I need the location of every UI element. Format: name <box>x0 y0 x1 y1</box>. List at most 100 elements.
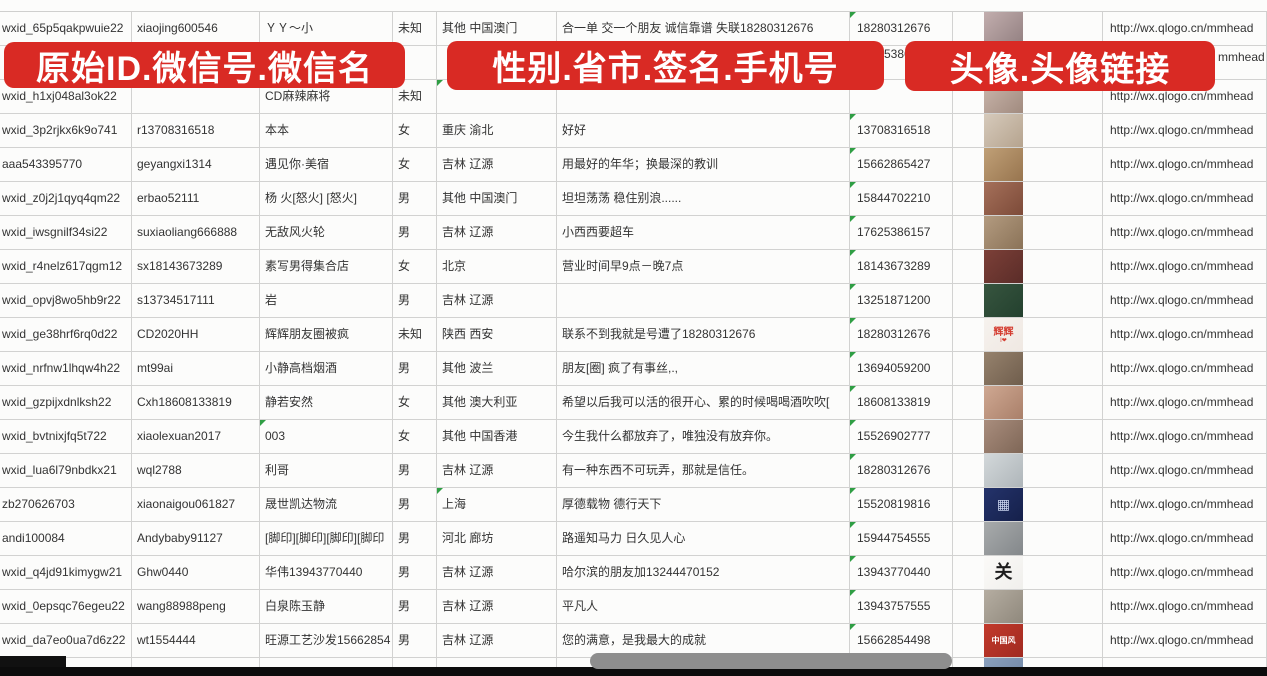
cell-signature[interactable]: 坦坦荡荡 稳住别浪...... <box>557 182 850 216</box>
cell-avatar[interactable] <box>953 216 1103 250</box>
cell-avatar[interactable] <box>953 386 1103 420</box>
cell-wxid[interactable]: aaa543395770 <box>0 148 132 182</box>
cell-url[interactable]: http://wx.qlogo.cn/mmhead <box>1103 216 1267 250</box>
scrollbar-handle[interactable] <box>590 653 952 669</box>
avatar-image[interactable] <box>984 182 1023 215</box>
cell-region[interactable]: 吉林 辽源 <box>437 590 557 624</box>
cell-id[interactable]: s13734517111 <box>132 284 260 318</box>
cell-signature[interactable]: 用最好的年华；换最深的教训 <box>557 148 850 182</box>
cell-wxid[interactable]: wxid_z0j2j1qyq4qm22 <box>0 182 132 216</box>
cell-gender[interactable]: 男 <box>393 522 437 556</box>
cell-region[interactable]: 其他 中国香港 <box>437 420 557 454</box>
cell-url[interactable]: http://wx.qlogo.cn/mmhead <box>1103 114 1267 148</box>
cell-phone[interactable]: 18280312676 <box>850 454 953 488</box>
cell-region[interactable]: 河北 廊坊 <box>437 522 557 556</box>
avatar-image[interactable] <box>984 522 1023 555</box>
cell-url[interactable]: http://wx.qlogo.cn/mmhead <box>1103 182 1267 216</box>
cell-region[interactable]: 其他 澳大利亚 <box>437 386 557 420</box>
cell-name[interactable]: 003 <box>260 420 393 454</box>
cell-url[interactable]: http://wx.qlogo.cn/mmhead <box>1103 250 1267 284</box>
cell-phone[interactable]: 13251871200 <box>850 284 953 318</box>
cell-id[interactable]: xiaolexuan2017 <box>132 420 260 454</box>
cell-avatar[interactable] <box>953 522 1103 556</box>
cell-phone[interactable]: 15662865427 <box>850 148 953 182</box>
cell-phone[interactable]: 13943770440 <box>850 556 953 590</box>
cell-id[interactable]: suxiaoliang666888 <box>132 216 260 250</box>
cell-name[interactable]: 本本 <box>260 114 393 148</box>
cell-gender[interactable]: 女 <box>393 250 437 284</box>
cell-avatar[interactable] <box>953 182 1103 216</box>
cell-signature[interactable]: 哈尔滨的朋友加13244470152 <box>557 556 850 590</box>
cell-region[interactable]: 北京 <box>437 250 557 284</box>
avatar-image[interactable]: 关 <box>984 556 1023 589</box>
cell-signature[interactable]: 路遥知马力 日久见人心 <box>557 522 850 556</box>
cell-wxid[interactable]: wxid_da7eo0ua7d6z22 <box>0 624 132 658</box>
cell-url[interactable]: http://wx.qlogo.cn/mmhead <box>1103 352 1267 386</box>
avatar-image[interactable] <box>984 148 1023 181</box>
cell-gender[interactable]: 男 <box>393 454 437 488</box>
cell-id[interactable]: xiaonaigou061827 <box>132 488 260 522</box>
cell-id[interactable]: Andybaby91127 <box>132 522 260 556</box>
cell-url[interactable]: http://wx.qlogo.cn/mmhead <box>1103 454 1267 488</box>
cell-wxid[interactable]: wxid_3p2rjkx6k9o741 <box>0 114 132 148</box>
cell-id[interactable]: r13708316518 <box>132 114 260 148</box>
cell-name[interactable]: 遇见你·美宿 <box>260 148 393 182</box>
cell-signature[interactable]: 朋友[圈] 疯了有事丝,., <box>557 352 850 386</box>
cell-url[interactable]: http://wx.qlogo.cn/mmhead <box>1103 556 1267 590</box>
cell-gender[interactable]: 未知 <box>393 318 437 352</box>
avatar-image[interactable] <box>984 420 1023 453</box>
cell-region[interactable]: 其他 中国澳门 <box>437 182 557 216</box>
cell-gender[interactable]: 男 <box>393 624 437 658</box>
cell-region[interactable]: 吉林 辽源 <box>437 454 557 488</box>
cell-wxid[interactable]: wxid_opvj8wo5hb9r22 <box>0 284 132 318</box>
cell-wxid[interactable]: wxid_ge38hrf6rq0d22 <box>0 318 132 352</box>
cell-avatar[interactable] <box>953 114 1103 148</box>
cell-avatar[interactable]: 辉辉 I❤ <box>953 318 1103 352</box>
cell-signature[interactable]: 平凡人 <box>557 590 850 624</box>
cell-avatar[interactable]: ▦ <box>953 488 1103 522</box>
cell-avatar[interactable] <box>953 590 1103 624</box>
avatar-image[interactable] <box>984 590 1023 623</box>
avatar-image[interactable] <box>984 250 1023 283</box>
cell-name[interactable]: 小静高档烟酒 <box>260 352 393 386</box>
cell-id[interactable]: wql2788 <box>132 454 260 488</box>
cell-url[interactable]: http://wx.qlogo.cn/mmhead <box>1103 590 1267 624</box>
cell-gender[interactable]: 男 <box>393 352 437 386</box>
avatar-image[interactable] <box>984 12 1023 45</box>
cell-phone[interactable]: 18608133819 <box>850 386 953 420</box>
cell-wxid[interactable]: wxid_q4jd91kimygw21 <box>0 556 132 590</box>
cell-wxid[interactable]: wxid_gzpijxdnlksh22 <box>0 386 132 420</box>
cell-phone[interactable]: 13708316518 <box>850 114 953 148</box>
avatar-image[interactable]: 中国风 <box>984 624 1023 657</box>
cell-phone[interactable]: 17625386157 <box>850 216 953 250</box>
cell-wxid[interactable]: wxid_lua6l79nbdkx21 <box>0 454 132 488</box>
cell-name[interactable]: 旺源工艺沙发15662854 <box>260 624 393 658</box>
cell-gender[interactable]: 男 <box>393 488 437 522</box>
cell-wxid[interactable]: wxid_r4nelz617qgm12 <box>0 250 132 284</box>
avatar-image[interactable] <box>984 114 1023 147</box>
cell-gender[interactable]: 未知 <box>393 12 437 46</box>
cell-region[interactable]: 吉林 辽源 <box>437 284 557 318</box>
cell-phone[interactable]: 15662854498 <box>850 624 953 658</box>
cell-phone[interactable]: 13694059200 <box>850 352 953 386</box>
cell-avatar[interactable] <box>953 148 1103 182</box>
cell-signature[interactable]: 您的满意，是我最大的成就 <box>557 624 850 658</box>
cell-signature[interactable]: 今生我什么都放弃了，唯独没有放弃你。 <box>557 420 850 454</box>
cell-signature[interactable]: 营业时间早9点－晚7点 <box>557 250 850 284</box>
cell-phone[interactable]: 15526902777 <box>850 420 953 454</box>
cell-phone[interactable]: 13943757555 <box>850 590 953 624</box>
cell-id[interactable]: erbao52111 <box>132 182 260 216</box>
cell-url[interactable]: http://wx.qlogo.cn/mmhead <box>1103 386 1267 420</box>
cell-name[interactable]: ＹＹ～小 <box>260 12 393 46</box>
cell-signature[interactable]: 好好 <box>557 114 850 148</box>
cell-gender[interactable]: 女 <box>393 420 437 454</box>
cell-gender[interactable]: 男 <box>393 216 437 250</box>
cell-url[interactable]: http://wx.qlogo.cn/mmhead <box>1103 624 1267 658</box>
cell-url[interactable]: http://wx.qlogo.cn/mmhead <box>1103 284 1267 318</box>
cell-signature[interactable]: 有一种东西不可玩弄，那就是信任。 <box>557 454 850 488</box>
cell-avatar[interactable] <box>953 454 1103 488</box>
cell-gender[interactable]: 未知 <box>393 80 437 114</box>
avatar-image[interactable] <box>984 216 1023 249</box>
cell-url[interactable]: http://wx.qlogo.cn/mmhead <box>1103 420 1267 454</box>
cell-signature[interactable]: 希望以后我可以活的很开心、累的时候喝喝酒吹吹[ <box>557 386 850 420</box>
